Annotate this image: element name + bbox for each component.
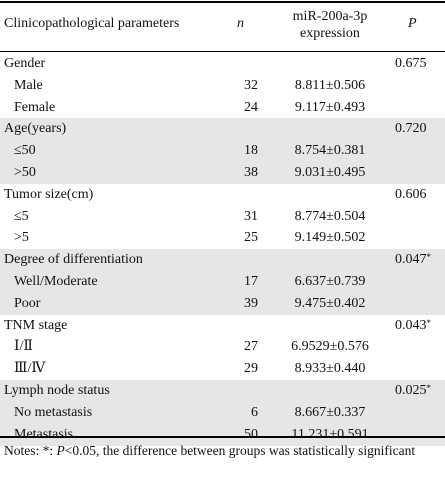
row-expression: 11.231±0.591 [291, 426, 369, 442]
row-label: >50 [14, 165, 36, 180]
row-label: Ⅰ/Ⅱ [14, 339, 33, 355]
table-row: Poor 39 9.475±0.402 [0, 292, 445, 315]
table-row: Well/Moderate 17 6.637±0.739 [0, 271, 445, 293]
table-group-row: Degree of differentiation 0.047* [0, 249, 445, 272]
row-label: Metastasis [14, 426, 74, 442]
row-expression: 9.475±0.402 [294, 295, 366, 311]
table-row: Female 24 9.117±0.493 [0, 97, 445, 119]
row-label: Age(years) [4, 121, 67, 137]
row-label: Tumor size(cm) [4, 186, 94, 202]
row-p-value: 0.047* [395, 252, 431, 268]
row-p-value: 0.043* [395, 318, 431, 334]
table-row: ≤5 31 8.774±0.504 [0, 206, 445, 228]
row-p-value: 0.720 [395, 121, 427, 137]
significance-marker: * [426, 252, 432, 263]
row-n: 6 [251, 404, 258, 420]
table-header: Clinicopathological parameters n miR-200… [0, 2, 445, 51]
table-notes: Notes: *: P<0.05, the difference between… [4, 440, 442, 461]
notes-p-symbol: P [56, 443, 65, 458]
row-label: ≤50 [14, 143, 36, 159]
row-label: Female [14, 99, 56, 115]
row-expression: 9.149±0.502 [294, 230, 366, 246]
table-group-row: Gender 0.675 [0, 53, 445, 75]
table-group-row: TNM stage 0.043* [0, 315, 445, 337]
significance-marker: * [426, 317, 432, 328]
row-p-number: 0.043 [395, 317, 427, 333]
row-expression: 6.637±0.739 [294, 274, 366, 289]
row-expression: 8.667±0.337 [294, 404, 366, 420]
table-row: Metastasis 50 11.231±0.591 [0, 423, 445, 446]
row-expression: 6.9529±0.576 [291, 339, 369, 355]
row-label: Ⅲ/Ⅳ [14, 361, 46, 377]
row-n: 31 [244, 208, 258, 224]
header-expression-line1: miR-200a-3p [292, 9, 368, 24]
row-expression: 8.774±0.504 [294, 208, 366, 224]
notes-suffix: <0.05, the difference between groups was… [64, 443, 416, 458]
table-row: >5 25 9.149±0.502 [0, 227, 445, 249]
header-p: P [408, 16, 417, 31]
row-label: No metastasis [14, 404, 93, 420]
header-expression-line2: expression [300, 26, 360, 41]
row-n: 17 [244, 274, 258, 289]
row-p-value: 0.606 [395, 187, 427, 203]
table-header-rule [0, 51, 445, 52]
table-row: >50 38 9.031±0.495 [0, 162, 445, 184]
row-expression: 8.933±0.440 [294, 361, 366, 377]
row-p-value: 0.675 [395, 56, 427, 72]
row-n: 39 [244, 295, 258, 311]
row-p-number: 0.606 [395, 186, 427, 202]
table-group-row: Lymph node status 0.025* [0, 380, 445, 402]
row-n: 29 [244, 361, 258, 377]
row-label: TNM stage [4, 317, 68, 333]
row-label: >5 [14, 230, 29, 246]
table-row: No metastasis 6 8.667±0.337 [0, 401, 445, 424]
row-label: Poor [14, 295, 41, 311]
row-label: Lymph node status [4, 383, 110, 398]
row-label: Male [14, 77, 43, 93]
table-row: Ⅲ/Ⅳ 29 8.933±0.440 [0, 358, 445, 380]
row-expression: 8.811±0.506 [294, 77, 366, 93]
table-row: Ⅰ/Ⅱ 27 6.9529±0.576 [0, 336, 445, 358]
table-row: ≤50 18 8.754±0.381 [0, 140, 445, 163]
table-group-row: Tumor size(cm) 0.606 [0, 184, 445, 206]
row-n: 32 [244, 77, 258, 93]
table-bottom-rule [0, 436, 445, 438]
row-n: 18 [244, 143, 258, 159]
row-p-number: 0.720 [395, 121, 427, 137]
header-n: n [237, 16, 244, 31]
row-label: ≤5 [14, 208, 29, 224]
significance-marker: * [426, 383, 432, 393]
row-p-number: 0.025 [395, 383, 427, 398]
row-n: 38 [244, 165, 258, 180]
header-expression: miR-200a-3p expression [280, 8, 380, 42]
row-p-number: 0.675 [395, 56, 427, 71]
row-p-value: 0.025* [395, 383, 431, 399]
row-expression: 8.754±0.381 [294, 143, 366, 159]
row-n: 27 [244, 339, 258, 355]
row-p-number: 0.047 [395, 252, 427, 268]
row-label: Gender [4, 56, 46, 71]
table-top-rule [0, 1, 445, 3]
row-label: Degree of differentiation [4, 252, 143, 268]
row-label: Well/Moderate [14, 274, 98, 289]
row-expression: 9.117±0.493 [294, 99, 366, 115]
row-n: 25 [244, 230, 258, 246]
notes-prefix: Notes: *: [4, 443, 57, 458]
row-n: 50 [244, 426, 258, 442]
table-row: Male 32 8.811±0.506 [0, 75, 445, 97]
table-group-row: Age(years) 0.720 [0, 118, 445, 141]
row-expression: 9.031±0.495 [294, 165, 366, 180]
row-n: 24 [244, 99, 258, 115]
header-param: Clinicopathological parameters [4, 16, 180, 31]
